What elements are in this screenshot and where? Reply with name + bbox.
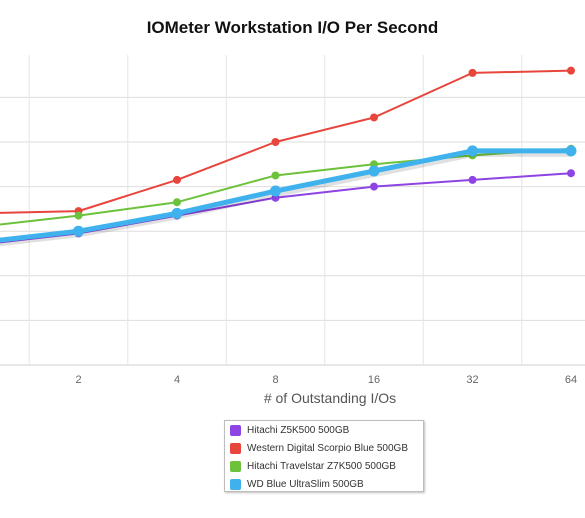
data-point[interactable] — [468, 68, 477, 77]
series-layer — [0, 66, 577, 247]
grid — [0, 55, 585, 366]
legend-swatch — [230, 460, 241, 472]
data-point[interactable] — [567, 66, 575, 75]
data-point[interactable] — [368, 165, 380, 177]
legend: Hitachi Z5K500 500GB Western Digital Scor… — [224, 420, 424, 492]
x-tick-label: 16 — [368, 374, 380, 386]
data-point[interactable] — [74, 211, 83, 220]
x-axis-title: # of Outstanding I/Os — [263, 390, 397, 406]
legend-item[interactable]: Western Digital Scorpio Blue 500GB — [225, 439, 423, 457]
legend-item[interactable]: Hitachi Z5K500 500GB — [225, 421, 423, 439]
data-point[interactable] — [271, 171, 280, 180]
data-point[interactable] — [270, 185, 281, 197]
x-axis-ticks: 2 4 8 16 32 64 — [75, 374, 577, 386]
data-point[interactable] — [271, 138, 280, 146]
x-tick-label: 2 — [75, 374, 81, 386]
series-2 — [0, 66, 575, 216]
legend-label: Hitachi Z5K500 500GB — [247, 424, 350, 436]
data-point[interactable] — [468, 175, 477, 184]
data-point[interactable] — [370, 182, 378, 191]
data-point[interactable] — [73, 225, 84, 237]
legend-label: Hitachi Travelstar Z7K500 500GB — [247, 460, 396, 472]
legend-swatch — [230, 442, 241, 454]
data-point[interactable] — [171, 207, 183, 219]
data-point[interactable] — [173, 198, 181, 207]
data-point[interactable] — [567, 169, 575, 178]
legend-item[interactable]: WD Blue UltraSlim 500GB — [225, 475, 423, 493]
data-point[interactable] — [370, 113, 378, 122]
data-point[interactable] — [173, 175, 181, 184]
x-tick-label: 8 — [272, 374, 278, 386]
legend-swatch — [230, 424, 241, 436]
data-point[interactable] — [467, 145, 478, 157]
legend-item[interactable]: Hitachi Travelstar Z7K500 500GB — [225, 457, 423, 475]
legend-swatch — [230, 478, 241, 490]
legend-label: WD Blue UltraSlim 500GB — [247, 478, 364, 490]
legend-label: Western Digital Scorpio Blue 500GB — [247, 442, 409, 454]
x-tick-label: 64 — [565, 374, 577, 386]
data-point[interactable] — [565, 145, 577, 157]
series-4 — [0, 145, 577, 247]
chart-title: IOMeter Workstation I/O Per Second — [146, 18, 439, 37]
x-tick-label: 4 — [174, 374, 180, 386]
x-tick-label: 32 — [466, 374, 478, 386]
